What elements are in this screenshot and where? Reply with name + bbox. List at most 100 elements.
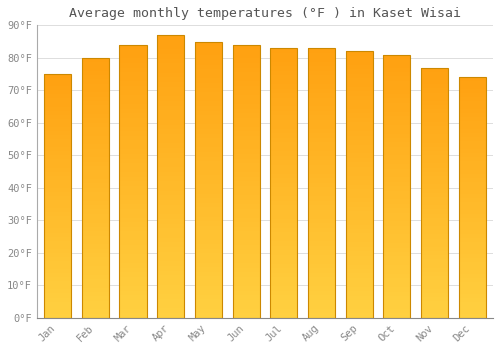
Bar [308, 295, 335, 300]
Bar [82, 71, 109, 75]
Bar [120, 45, 146, 49]
Bar [458, 222, 486, 226]
Bar [346, 122, 373, 127]
Bar [195, 147, 222, 152]
Bar [44, 115, 71, 119]
Bar [157, 313, 184, 318]
Bar [82, 101, 109, 105]
Bar [421, 142, 448, 147]
Bar [82, 149, 109, 153]
Bar [44, 306, 71, 310]
Bar [120, 222, 146, 227]
Bar [346, 56, 373, 60]
Bar [458, 109, 486, 113]
Bar [157, 266, 184, 271]
Bar [421, 268, 448, 272]
Bar [421, 139, 448, 143]
Bar [232, 149, 260, 154]
Bar [308, 215, 335, 219]
Bar [421, 272, 448, 276]
Bar [120, 304, 146, 309]
Bar [270, 196, 297, 201]
Bar [195, 83, 222, 88]
Bar [421, 314, 448, 318]
Bar [421, 130, 448, 134]
Bar [195, 207, 222, 212]
Bar [120, 309, 146, 313]
Bar [157, 181, 184, 186]
Bar [421, 101, 448, 105]
Bar [157, 294, 184, 299]
Bar [232, 127, 260, 131]
Bar [232, 222, 260, 227]
Bar [195, 166, 222, 170]
Bar [44, 192, 71, 196]
Bar [82, 223, 109, 227]
Bar [82, 75, 109, 79]
Bar [458, 182, 486, 186]
Bar [120, 77, 146, 81]
Bar [120, 131, 146, 136]
Bar [421, 197, 448, 201]
Bar [384, 116, 410, 120]
Bar [421, 259, 448, 264]
Bar [308, 210, 335, 215]
Bar [384, 169, 410, 173]
Bar [346, 189, 373, 194]
Bar [458, 145, 486, 149]
Bar [195, 64, 222, 69]
Bar [421, 239, 448, 243]
Bar [308, 57, 335, 62]
Bar [308, 304, 335, 309]
Bar [270, 223, 297, 228]
Bar [384, 208, 410, 212]
Bar [232, 254, 260, 259]
Bar [346, 198, 373, 202]
Bar [308, 48, 335, 318]
Bar [346, 207, 373, 211]
Bar [270, 129, 297, 133]
Bar [232, 113, 260, 118]
Bar [384, 300, 410, 305]
Bar [120, 195, 146, 199]
Bar [82, 205, 109, 210]
Bar [195, 143, 222, 147]
Bar [421, 72, 448, 76]
Bar [270, 313, 297, 318]
Bar [120, 272, 146, 277]
Bar [270, 57, 297, 62]
Bar [458, 278, 486, 282]
Bar [157, 134, 184, 139]
Bar [120, 99, 146, 104]
Bar [308, 111, 335, 116]
Bar [308, 183, 335, 188]
Bar [44, 143, 71, 147]
Bar [346, 149, 373, 153]
Bar [384, 309, 410, 314]
Bar [82, 179, 109, 183]
Bar [308, 241, 335, 246]
Bar [120, 86, 146, 90]
Bar [308, 228, 335, 232]
Bar [384, 129, 410, 134]
Bar [346, 109, 373, 113]
Bar [421, 214, 448, 218]
Bar [120, 254, 146, 259]
Bar [308, 138, 335, 142]
Bar [44, 155, 71, 159]
Bar [458, 262, 486, 266]
Bar [195, 295, 222, 300]
Bar [346, 238, 373, 242]
Bar [157, 96, 184, 101]
Bar [270, 237, 297, 241]
Bar [157, 214, 184, 219]
Bar [120, 204, 146, 209]
Bar [308, 291, 335, 295]
Bar [44, 200, 71, 204]
Bar [120, 231, 146, 236]
Bar [384, 199, 410, 204]
Bar [232, 199, 260, 204]
Bar [82, 296, 109, 301]
Bar [195, 262, 222, 267]
Bar [421, 234, 448, 239]
